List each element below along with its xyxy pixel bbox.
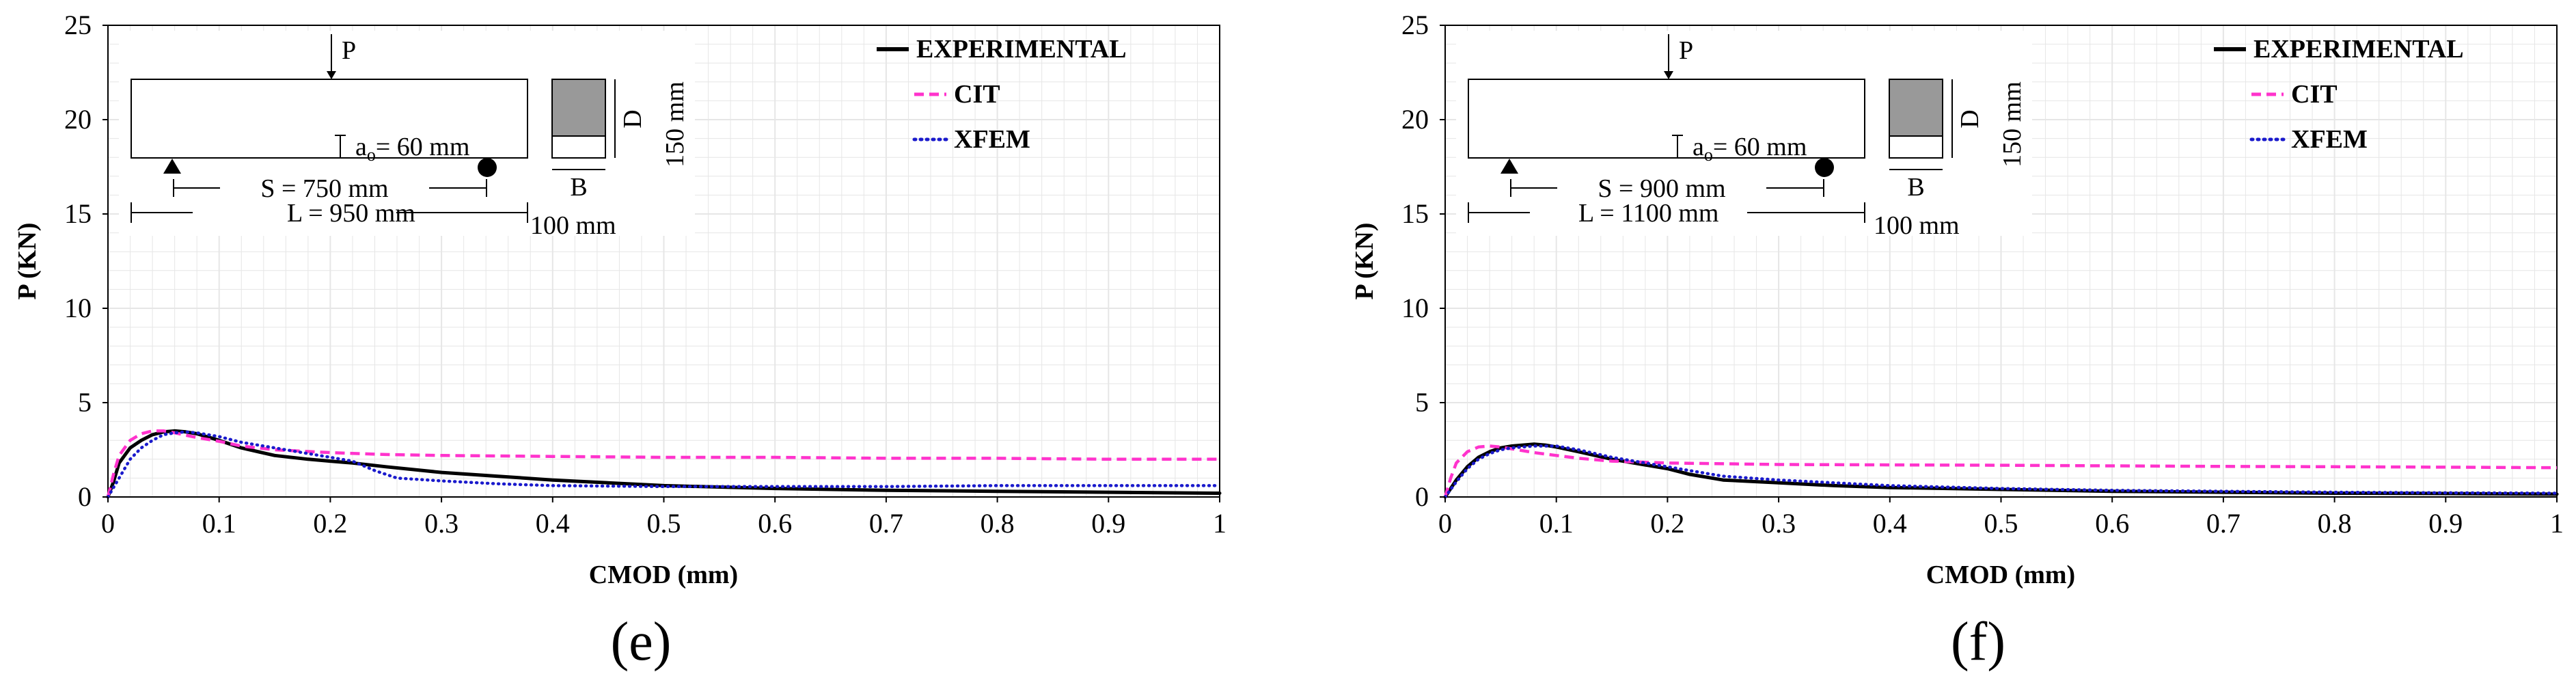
x-tick-label: 0.8 [2318, 508, 2352, 539]
x-axis-label: CMOD (mm) [589, 561, 738, 589]
legend-label-cit: CIT [2291, 80, 2338, 109]
x-tick-label: 0.5 [1984, 508, 2018, 539]
series-layer [106, 429, 1222, 499]
x-tick-label: 0.2 [313, 508, 347, 539]
load-label: P [342, 36, 356, 65]
depth-label: D [618, 109, 647, 128]
series-line-xfem [1443, 444, 2559, 499]
x-tick-label: 0.9 [2428, 508, 2463, 539]
y-axis-label: P (KN) [1350, 223, 1379, 300]
chart-panel-e: 0 0.1 0.2 0.3 0.4 0.5 0.6 0.7 0.8 0.9 1 0 5 10 15 20 25… [13, 10, 1227, 672]
beam [131, 79, 528, 159]
width-label: B [1907, 173, 1924, 202]
y-tick-label: 20 [1401, 104, 1429, 135]
y-tick-label: 10 [64, 293, 92, 323]
legend: EXPERIMENTAL CIT XFEM [2214, 35, 2464, 154]
series-layer [1443, 442, 2559, 499]
x-tick-label: 0 [1438, 508, 1452, 539]
panel-caption-e: (e) [611, 612, 672, 672]
span-label: S = 900 mm [1598, 174, 1725, 203]
length-label: L = 1100 mm [1578, 199, 1718, 228]
x-tick-label: 0.4 [536, 508, 570, 539]
load-arrow-head [1664, 71, 1673, 79]
legend-label-cit: CIT [954, 80, 1000, 109]
y-tick-labels: 0 5 10 15 20 25 [64, 10, 108, 512]
x-tick-label: 0.1 [202, 508, 236, 539]
legend-label-experimental: EXPERIMENTAL [916, 35, 1127, 64]
x-tick-label: 0.4 [1873, 508, 1907, 539]
series-line-experimental [106, 429, 1222, 499]
x-tick-label: 0.3 [1762, 508, 1796, 539]
x-tick-label: 0.9 [1091, 508, 1125, 539]
x-tick-label: 0.5 [647, 508, 681, 539]
length-label: L = 950 mm [287, 199, 415, 228]
panel-caption-f: (f) [1951, 612, 2005, 672]
y-tick-label: 5 [78, 387, 92, 418]
x-tick-label: 0.7 [869, 508, 903, 539]
pin-support [1501, 159, 1518, 174]
x-tick-label: 0.8 [981, 508, 1015, 539]
legend-label-xfem: XFEM [954, 125, 1030, 154]
legend: EXPERIMENTAL CIT XFEM [877, 35, 1127, 154]
depth-value: 150 mm [1998, 81, 2027, 167]
depth-value: 150 mm [661, 81, 689, 167]
load-label: P [1679, 36, 1693, 65]
series-line-cit [1443, 444, 2558, 498]
x-tick-label: 0.6 [2095, 508, 2129, 539]
pin-support [163, 159, 181, 174]
beam-diagram: P ao= 60 mm S = 750 mm L = 950 mm D B 15… [119, 31, 695, 240]
y-tick-label: 25 [1401, 10, 1429, 40]
y-tick-label: 20 [64, 104, 92, 135]
span-label: S = 750 mm [260, 174, 388, 203]
y-tick-label: 0 [1415, 481, 1429, 512]
beam [1468, 79, 1865, 159]
y-axis-label: P (KN) [13, 223, 42, 300]
legend-label-xfem: XFEM [2291, 125, 2368, 154]
x-tick-label: 0.6 [758, 508, 792, 539]
x-tick-label: 0.3 [424, 508, 458, 539]
y-tick-label: 15 [1401, 198, 1429, 229]
y-tick-labels: 0 5 10 15 20 25 [1401, 10, 1445, 512]
load-arrow-head [327, 71, 336, 79]
width-value: 100 mm [1874, 211, 1960, 240]
section-filled [551, 79, 606, 137]
x-tick-label: 1 [2550, 508, 2564, 539]
x-tick-label: 0 [101, 508, 115, 539]
roller-support [478, 158, 497, 177]
roller-support [1815, 158, 1834, 177]
section-filled [1889, 79, 1943, 137]
depth-label: D [1956, 109, 1984, 128]
y-tick-label: 25 [64, 10, 92, 40]
x-tick-labels: 0 0.1 0.2 0.3 0.4 0.5 0.6 0.7 0.8 0.9 1 [101, 497, 1227, 539]
x-tick-label: 1 [1213, 508, 1227, 539]
x-tick-label: 0.1 [1539, 508, 1574, 539]
series-line-cit [106, 429, 1220, 498]
y-tick-label: 5 [1415, 387, 1429, 418]
x-tick-label: 0.2 [1650, 508, 1684, 539]
series-line-xfem [106, 430, 1222, 499]
y-tick-label: 0 [78, 481, 92, 512]
y-tick-label: 10 [1401, 293, 1429, 323]
beam-diagram: P ao= 60 mm S = 900 mm L = 1100 mm D B 1… [1456, 31, 2032, 240]
legend-label-experimental: EXPERIMENTAL [2253, 35, 2464, 64]
width-label: B [570, 173, 587, 202]
section-notch [551, 135, 606, 159]
x-tick-labels: 0 0.1 0.2 0.3 0.4 0.5 0.6 0.7 0.8 0.9 1 [1438, 497, 2564, 539]
x-tick-label: 0.7 [2206, 508, 2241, 539]
notch-label: ao= 60 mm [1693, 133, 1807, 165]
section-notch [1889, 135, 1943, 159]
width-value: 100 mm [530, 211, 616, 240]
y-tick-label: 15 [64, 198, 92, 229]
x-axis-label: CMOD (mm) [1926, 561, 2075, 589]
notch-label: ao= 60 mm [355, 133, 469, 165]
chart-panel-f: 0 0.1 0.2 0.3 0.4 0.5 0.6 0.7 0.8 0.9 1 0 5 10 15 20 25… [1350, 10, 2564, 672]
